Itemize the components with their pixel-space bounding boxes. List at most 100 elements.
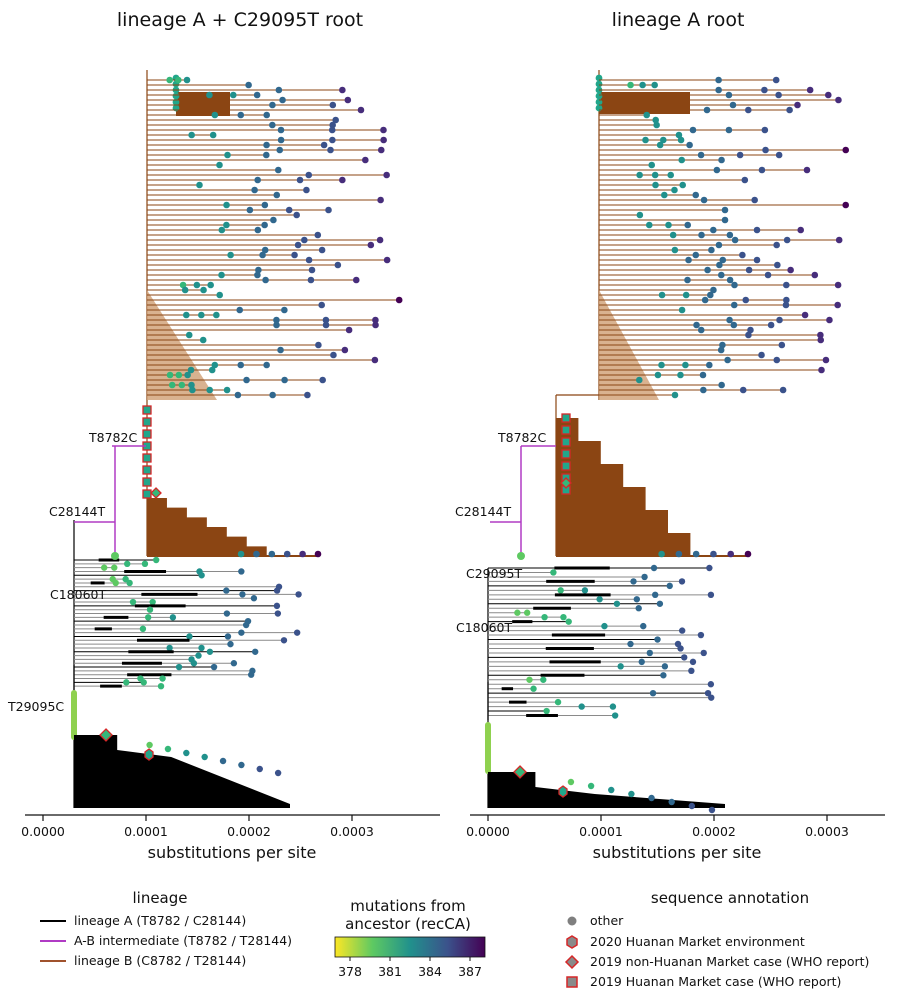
tip-marker xyxy=(692,550,700,558)
diamond-marker-icon xyxy=(564,954,580,970)
tip-marker xyxy=(682,291,690,299)
tip-marker xyxy=(646,649,653,657)
tip-marker xyxy=(181,286,189,294)
tip-marker xyxy=(718,156,725,164)
lineage-a-label: lineage A (T8782 / C28144) xyxy=(74,913,246,928)
tip-marker xyxy=(627,640,634,648)
tip-marker xyxy=(303,186,310,194)
tip-marker xyxy=(666,582,673,590)
x-tick-label: 0.0002 xyxy=(692,824,736,839)
tip-marker xyxy=(731,236,739,244)
tip-marker xyxy=(168,381,176,389)
tip-marker xyxy=(234,391,242,399)
x-tick-label: 0.0000 xyxy=(21,824,65,839)
tip-marker xyxy=(293,211,300,219)
tip-marker xyxy=(322,321,330,329)
tip-marker xyxy=(319,376,326,384)
tip-marker xyxy=(658,361,665,369)
tip-marker xyxy=(175,663,183,671)
tip-marker xyxy=(236,306,244,314)
tip-marker xyxy=(773,356,781,364)
tip-marker xyxy=(715,76,722,84)
tip-marker xyxy=(273,602,281,610)
tip-marker xyxy=(692,191,700,199)
tip-marker xyxy=(237,550,245,558)
square-marker-icon xyxy=(566,976,578,988)
panel-2-mutation-labels: T8782C C28144T C29095T C18060T xyxy=(455,430,556,635)
tip-marker xyxy=(193,281,201,289)
tip-marker xyxy=(210,663,218,671)
tip-marker xyxy=(842,146,850,154)
tip-marker xyxy=(667,171,675,179)
tip-marker xyxy=(677,645,684,652)
tip-marker xyxy=(651,171,659,179)
tip-marker xyxy=(560,613,567,621)
tip-marker xyxy=(207,281,214,289)
tip-marker xyxy=(758,351,765,359)
panel-1-title: lineage A + C29095T root xyxy=(117,9,363,31)
tip-marker xyxy=(727,550,735,558)
tip-marker xyxy=(296,176,304,184)
tip-marker xyxy=(643,111,650,119)
tip-marker xyxy=(223,221,230,229)
tip-marker xyxy=(273,321,280,329)
tip-marker xyxy=(786,106,793,114)
panel-1-mutation-labels: T8782C C28144T C18060T T29095C xyxy=(7,430,146,714)
tip-marker xyxy=(123,679,130,686)
tip-marker xyxy=(725,91,733,99)
tip-marker xyxy=(218,271,225,279)
annotated-hexagon-marker xyxy=(144,748,154,761)
tip-marker xyxy=(654,371,662,379)
tip-marker xyxy=(273,191,281,199)
tip-marker xyxy=(639,81,646,89)
tip-marker xyxy=(835,96,842,104)
tip-marker xyxy=(767,321,775,329)
tip-marker xyxy=(565,618,572,625)
tip-marker xyxy=(635,376,643,384)
tip-marker xyxy=(325,206,332,214)
tip-marker xyxy=(250,595,258,602)
tip-marker xyxy=(596,596,603,603)
tip-marker xyxy=(633,596,641,603)
tip-marker xyxy=(227,251,234,259)
lineage-ab-label: A-B intermediate (T8782 / T28144) xyxy=(74,933,292,948)
tip-marker xyxy=(201,753,208,761)
tip-marker xyxy=(775,91,782,99)
tip-marker xyxy=(129,598,137,606)
tip-marker xyxy=(345,326,353,334)
tip-marker xyxy=(299,550,306,558)
tip-marker xyxy=(671,246,679,254)
tip-marker xyxy=(140,679,147,686)
tip-marker xyxy=(778,341,786,349)
tip-marker xyxy=(677,136,685,144)
tip-marker xyxy=(334,261,342,269)
tip-marker xyxy=(530,685,537,692)
tip-marker xyxy=(157,682,165,690)
tip-marker xyxy=(817,331,824,339)
tip-marker xyxy=(259,251,266,259)
tip-marker xyxy=(139,625,147,633)
annotated-square-marker xyxy=(142,405,152,415)
x-tick-label: 0.0001 xyxy=(124,824,168,839)
tip-marker xyxy=(198,311,205,319)
tip-marker xyxy=(195,652,202,659)
tip-marker xyxy=(718,381,725,389)
annotation-label: 2020 Huanan Market environment xyxy=(590,934,805,949)
tip-marker xyxy=(251,648,259,655)
annotated-square-marker xyxy=(142,417,152,427)
tip-marker xyxy=(307,276,315,284)
tip-marker xyxy=(111,564,118,571)
colorbar-gradient xyxy=(334,936,486,958)
tip-marker xyxy=(269,121,276,129)
tip-marker xyxy=(675,131,683,139)
tip-marker xyxy=(688,802,696,810)
tip-marker xyxy=(238,629,245,636)
tip-marker xyxy=(253,550,260,558)
tip-marker xyxy=(652,116,659,124)
tip-marker xyxy=(717,271,725,279)
tip-marker xyxy=(277,136,285,144)
tip-marker xyxy=(700,649,707,657)
annotated-square-marker xyxy=(561,461,571,471)
tip-marker xyxy=(736,151,744,159)
